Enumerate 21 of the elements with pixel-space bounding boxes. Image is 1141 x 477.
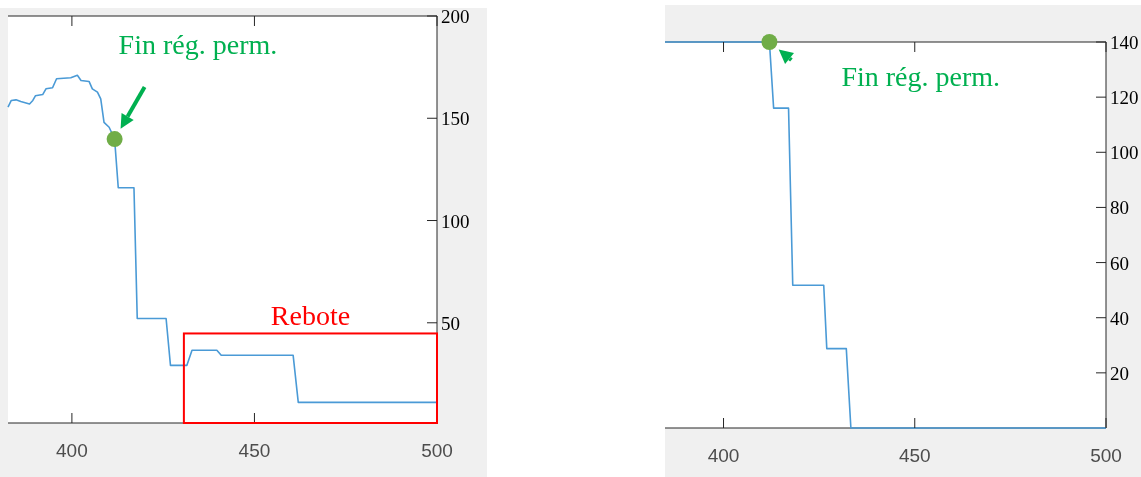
y-tick-label: 140 xyxy=(1110,32,1139,53)
x-tick-label: 500 xyxy=(421,440,453,461)
y-tick-label: 50 xyxy=(441,312,460,334)
line-series xyxy=(7,74,438,404)
y-tick-label: 100 xyxy=(441,210,470,232)
annotation: Fin rég. perm. xyxy=(841,61,1001,92)
annotation: Rebote xyxy=(270,300,351,332)
x-tick-label: 450 xyxy=(898,445,931,466)
x-tick-label: 400 xyxy=(56,440,88,461)
y-tick-label: 60 xyxy=(1110,252,1129,274)
y-tick-label: 20 xyxy=(1110,362,1129,384)
x-tick-label: 400 xyxy=(707,445,740,466)
y-tick-label: 40 xyxy=(1110,307,1129,329)
x-tick-label: 500 xyxy=(1090,445,1122,466)
y-tick-label: 200 xyxy=(441,6,470,27)
y-tick-label: 80 xyxy=(1110,197,1129,219)
annotation: Fin rég. perm. xyxy=(118,29,278,61)
y-tick-label: 100 xyxy=(1110,142,1139,164)
x-tick-label: 450 xyxy=(238,440,271,461)
y-tick-label: 120 xyxy=(1110,87,1139,109)
y-tick-label: 150 xyxy=(441,108,470,130)
